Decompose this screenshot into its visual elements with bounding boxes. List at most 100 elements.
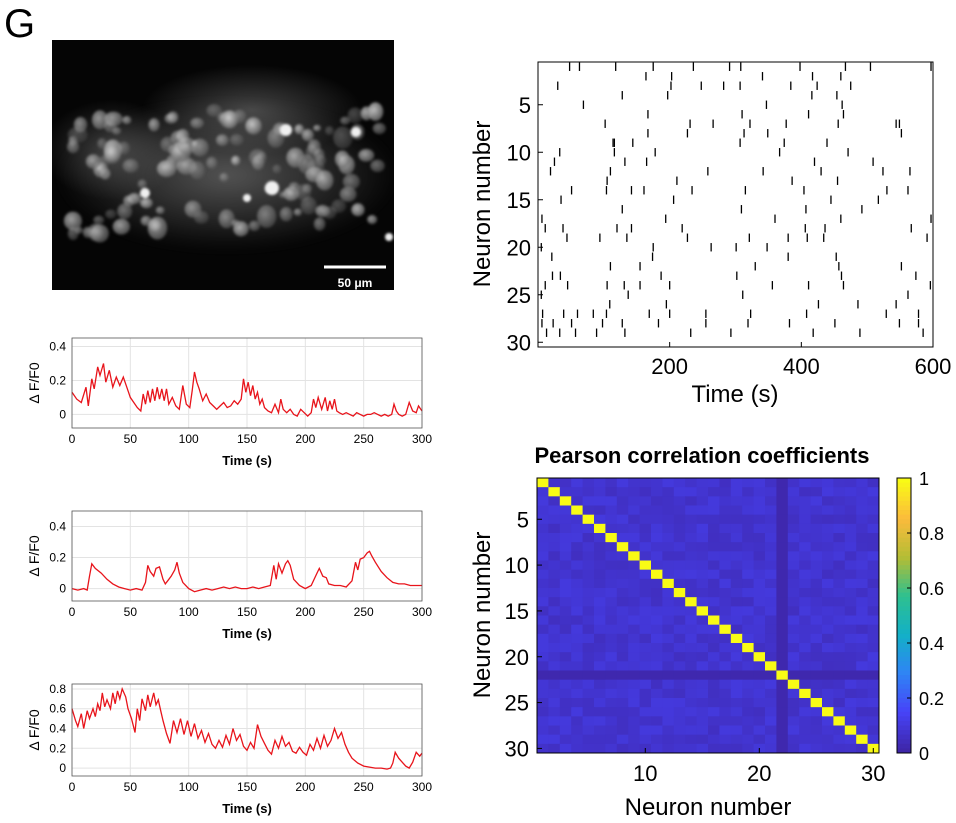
heatmap-cell: [765, 698, 777, 708]
heatmap-cell: [605, 716, 618, 726]
colorbar-tick-label: 0.2: [919, 689, 944, 709]
colorbar-segment: [897, 638, 911, 644]
heatmap-cell: [776, 496, 789, 506]
heatmap-cell: [787, 743, 800, 754]
heatmap-cell: [742, 505, 754, 516]
heatmap-cell: [605, 597, 618, 607]
heatmap-cell: [776, 707, 789, 717]
heatmap-cell: [605, 478, 618, 488]
heatmap-cell: [616, 661, 629, 671]
heatmap-cell: [582, 578, 595, 589]
heatmap-cell: [594, 743, 606, 754]
heatmap-cell: [742, 578, 754, 589]
heatmap-cell: [833, 533, 846, 543]
heatmap-cell: [685, 743, 697, 754]
colorbar-segment: [897, 560, 911, 566]
colorbar-segment: [897, 583, 911, 589]
heatmap-cell: [765, 569, 777, 580]
heatmap-cell: [787, 514, 800, 525]
heatmap-cell: [685, 652, 697, 662]
heatmap-cell: [559, 679, 572, 690]
heatmap-cell: [856, 643, 868, 653]
heatmap-cell: [730, 514, 743, 525]
heatmap-cell: [628, 698, 640, 708]
heatmap-cell: [696, 578, 709, 589]
heatmap-cell: [867, 688, 880, 699]
heatmap-cell: [856, 615, 868, 626]
heatmap-cell: [753, 487, 766, 497]
heatmap-cell: [582, 707, 595, 717]
heatmap-cell: [537, 523, 549, 534]
heatmap-cell: [856, 569, 868, 580]
heatmap-cell: [799, 606, 811, 616]
heatmap-cell: [537, 487, 549, 497]
heatmap-cell: [833, 597, 846, 607]
heatmap-cell: [708, 523, 720, 534]
heatmap-cell: [719, 523, 732, 534]
x-tick-label: 200: [295, 780, 315, 794]
heatmap-cell: [639, 588, 652, 598]
heatmap-cell: [765, 588, 777, 598]
heatmap-cell: [605, 734, 618, 745]
heatmap-cell: [628, 716, 640, 726]
x-tick-label: 10: [633, 761, 657, 786]
heatmap-cell: [753, 652, 766, 662]
heatmap-cell: [856, 578, 868, 589]
heatmap-x-label: Neuron number: [625, 794, 792, 821]
heatmap-cell: [719, 633, 732, 644]
heatmap-cell: [605, 496, 618, 506]
heatmap-cell: [708, 542, 720, 552]
heatmap-cell: [582, 496, 595, 506]
heatmap-cell: [787, 578, 800, 589]
heatmap-cell: [833, 643, 846, 653]
heatmap-cell: [822, 716, 834, 726]
heatmap-cell: [628, 496, 640, 506]
heatmap-cell: [537, 560, 549, 571]
heatmap-cell: [810, 578, 823, 589]
heatmap-cell: [696, 652, 709, 662]
heatmap-cell: [856, 716, 868, 726]
heatmap-cell: [639, 597, 652, 607]
colorbar-tick-label: 0.8: [919, 524, 944, 544]
heatmap-cell: [776, 478, 789, 488]
heatmap-cell: [776, 523, 789, 534]
colorbar-segment: [897, 615, 911, 621]
heatmap-cell: [719, 679, 732, 690]
heatmap-cell: [605, 551, 618, 561]
heatmap-cell: [639, 533, 652, 543]
heatmap-cell: [559, 523, 572, 534]
heatmap-cell: [742, 615, 754, 626]
heatmap-cell: [844, 643, 857, 653]
heatmap-cell: [685, 707, 697, 717]
heatmap-cell: [822, 505, 834, 516]
heatmap-cell: [753, 542, 766, 552]
heatmap-cell: [799, 698, 811, 708]
heatmap-cell: [708, 661, 720, 671]
heatmap-cell: [765, 743, 777, 754]
heatmap-cell: [651, 615, 663, 626]
heatmap-cell: [810, 505, 823, 516]
heatmap-cell: [810, 707, 823, 717]
heatmap-cell: [742, 551, 754, 561]
heatmap-cell: [616, 588, 629, 598]
heatmap-cell: [810, 734, 823, 745]
heatmap-cell: [844, 615, 857, 626]
heatmap-cell: [787, 661, 800, 671]
heatmap-cell: [822, 661, 834, 671]
heatmap-cell: [685, 670, 697, 681]
heatmap-cell: [639, 652, 652, 662]
heatmap-cell: [787, 496, 800, 506]
heatmap-cell: [548, 743, 561, 754]
heatmap-cell: [708, 551, 720, 561]
heatmap-cell: [605, 615, 618, 626]
heatmap-cell: [548, 560, 561, 571]
heatmap-cell: [548, 578, 561, 589]
heatmap-cell: [822, 533, 834, 543]
heatmap-cell: [730, 560, 743, 571]
colorbar-segment: [897, 565, 911, 571]
heatmap-cell: [537, 588, 549, 598]
trace-line: [71, 363, 423, 418]
heatmap-cell: [867, 533, 880, 543]
heatmap-cell: [605, 679, 618, 690]
colorbar-segment: [897, 665, 911, 671]
